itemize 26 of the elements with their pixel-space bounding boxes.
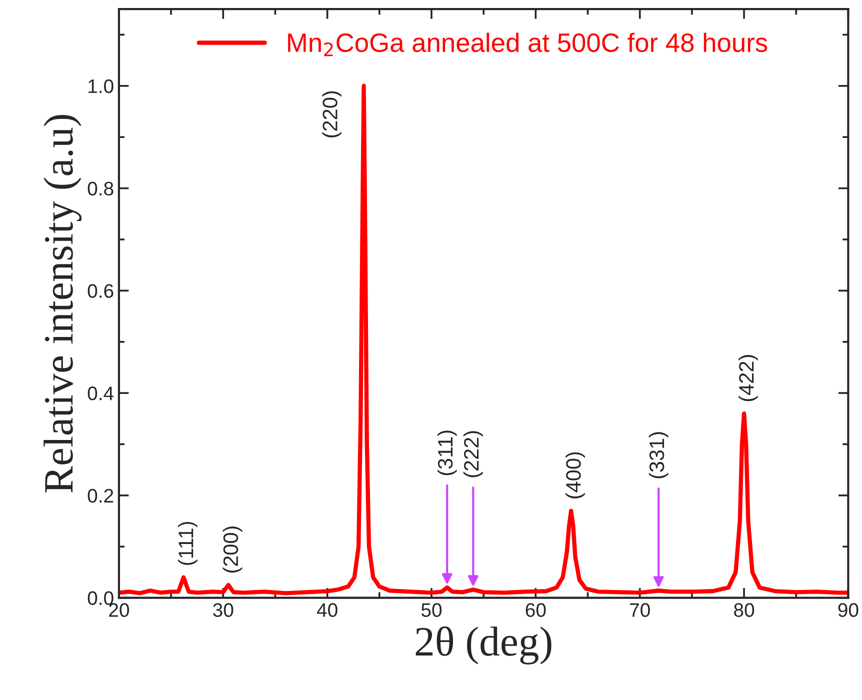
x-tick-label: 60 xyxy=(526,603,546,617)
annotation: (200) xyxy=(222,526,242,573)
y-tick-label: 0.2 xyxy=(88,488,114,503)
line-series xyxy=(118,84,848,596)
y-tick-label: 0.8 xyxy=(88,182,114,196)
x-axis-title: 2θ (deg) xyxy=(416,626,552,664)
x-tick-label: 40 xyxy=(316,603,338,617)
annotation: (311) xyxy=(437,430,457,476)
annotation: (422) xyxy=(738,355,758,402)
x-tick-label: 30 xyxy=(213,603,234,617)
y-tick-label: 0.4 xyxy=(88,386,114,400)
y-tick-label: 0.0 xyxy=(88,591,114,606)
annotation: (331) xyxy=(648,432,668,478)
annotation: (111) xyxy=(178,522,198,565)
annotation: (400) xyxy=(566,452,585,498)
annotation: (220) xyxy=(322,91,342,138)
y-axis-title: Relative intensity (a.u) xyxy=(44,114,82,493)
annotation: (222) xyxy=(463,431,483,478)
y-tick-label: 1.0 xyxy=(88,79,114,94)
x-tick-label: 90 xyxy=(838,603,858,617)
x-tick-label: 70 xyxy=(630,603,650,617)
y-tick-label: 0.6 xyxy=(88,284,114,298)
legend-label: Mn$_{2}$CoGa annealed at 500C for 48 hours xyxy=(288,32,768,56)
x-tick-label: 80 xyxy=(734,603,754,617)
x-tick-label: 50 xyxy=(421,603,442,617)
x-tick-label: 20 xyxy=(109,603,130,617)
